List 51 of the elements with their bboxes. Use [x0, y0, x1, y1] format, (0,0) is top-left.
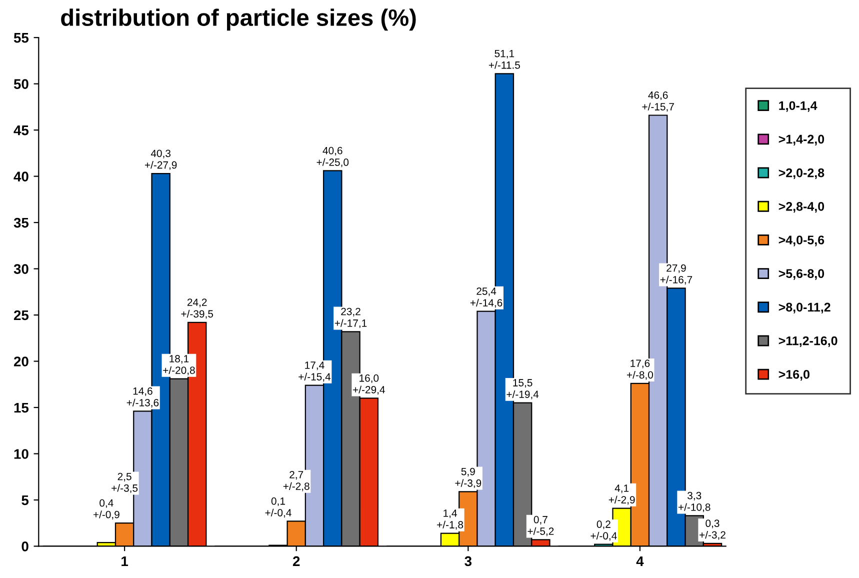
data-label: 40,6 +/-25,0: [316, 146, 349, 168]
y-tick-label: 50: [14, 79, 28, 89]
legend-label: >16,0: [778, 370, 810, 381]
y-tick-label: 55: [14, 33, 29, 43]
legend-label: >2,0-2,8: [778, 168, 824, 180]
y-tick-label: 35: [14, 218, 29, 228]
data-label: 3,3 +/-10,8: [678, 492, 710, 512]
x-tick-label: 4: [636, 556, 644, 566]
y-tick-label: 45: [14, 126, 29, 136]
data-label: 0,2 +/-0,4: [590, 520, 617, 541]
legend-label: >5,6-8,0: [778, 269, 824, 280]
data-label: 0,3 +/-3,2: [700, 520, 726, 540]
y-tick-label: 0: [22, 542, 28, 552]
data-label: 27,9 +/-16,7: [660, 264, 692, 285]
chart-title: distribution of particle sizes (%): [61, 8, 416, 31]
y-tick-label: 20: [14, 356, 28, 366]
data-label: 0,7 +/-5,2: [528, 516, 554, 536]
data-label: 15,5 +/-19,4: [506, 379, 539, 400]
legend-label: >11,2-16,0: [778, 336, 838, 348]
data-label: 0,1 +/-0,4: [265, 497, 292, 518]
data-label: 51,1 +/-11.5: [488, 50, 520, 69]
data-label: 17,4 +/-15,4: [298, 362, 331, 382]
data-label: 2,5 +/-3,5: [112, 472, 138, 494]
x-tick-label: 2: [292, 556, 300, 566]
data-label: 17,6 +/-8,0: [627, 360, 654, 380]
data-label: 18,1 +/-20,8: [163, 355, 195, 376]
data-label: 4,1 +/-2,9: [608, 484, 635, 505]
y-tick-label: 30: [14, 264, 28, 274]
legend-label: 1,0-1,4: [779, 101, 818, 112]
y-tick-label: 15: [14, 402, 29, 413]
data-label: 46,6 +/-15,7: [642, 91, 674, 112]
y-tick-label: 5: [22, 495, 29, 506]
data-label: 5,9 +/-3,9: [455, 468, 482, 488]
data-label: 40,3 +/-27,9: [144, 150, 177, 170]
legend-label: >1,4-2,0: [778, 134, 824, 146]
data-label: 14,6 +/-13,6: [126, 387, 159, 408]
data-label: 1,4 +/-1,8: [437, 510, 464, 530]
data-label: 0,4 +/-0,9: [93, 499, 120, 520]
legend-label: >2,8-4,0: [778, 202, 824, 213]
data-label: 24,2 +/-39,5: [181, 298, 214, 319]
y-tick-label: 10: [14, 449, 28, 459]
data-label: 25,4 +/-14,6: [470, 288, 502, 308]
y-tick-label: 40: [14, 172, 28, 182]
x-tick-label: 3: [464, 556, 472, 566]
data-label: 23,2 +/-17,1: [334, 308, 367, 328]
x-tick-label: 1: [122, 556, 128, 566]
data-label: 16,0 +/-29,4: [353, 374, 385, 395]
legend-label: >4,0-5,6: [778, 236, 824, 246]
y-tick-label: 25: [14, 310, 29, 320]
legend-label: >8,0-11,2: [778, 302, 830, 314]
data-label: 2,7 +/-2,8: [283, 470, 310, 492]
